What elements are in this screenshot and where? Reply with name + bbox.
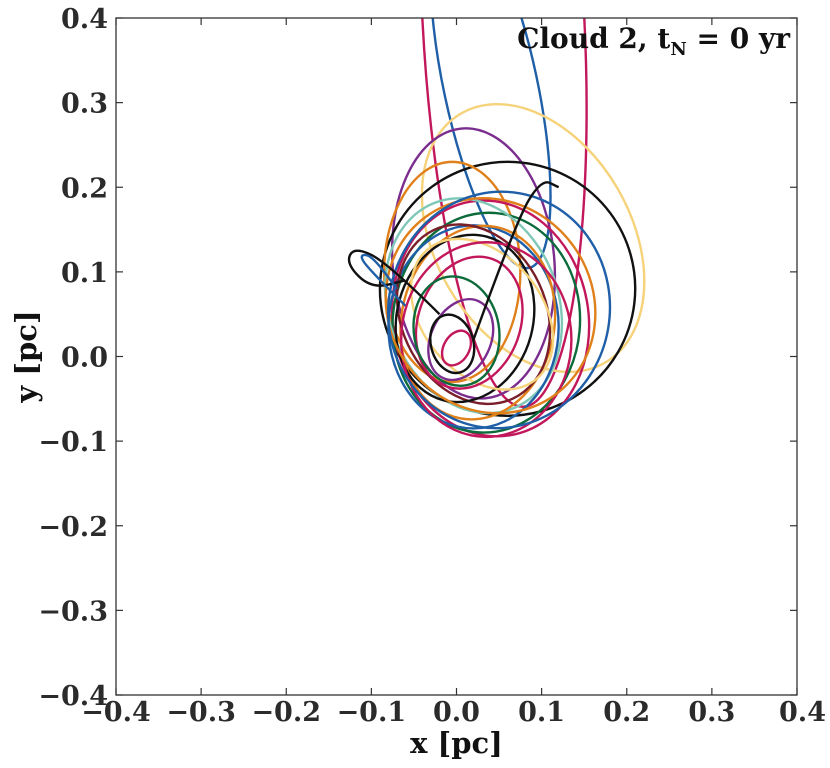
plot-title: Cloud 2, tN = 0 yr <box>517 22 791 60</box>
y-tick-label: 0.4 <box>61 4 108 35</box>
plot-title-suffix: = 0 yr <box>687 22 791 55</box>
x-tick-label: −0.1 <box>337 697 407 728</box>
orbit-series-21 <box>384 197 597 415</box>
y-tick-label: 0.1 <box>61 258 108 289</box>
orbit-series-8 <box>391 211 582 434</box>
plot-frame <box>115 17 798 696</box>
x-tick-label: 0.3 <box>688 697 735 728</box>
y-tick-label: −0.2 <box>38 512 108 543</box>
y-tick-label: 0.0 <box>61 343 108 374</box>
orbit-series-14 <box>409 237 555 391</box>
orbit-series-20 <box>399 241 573 439</box>
x-tick-labels: −0.4 −0.3 −0.2 −0.1 0.0 0.1 0.2 0.3 0.4 <box>81 697 826 728</box>
orbit-series-25 <box>472 181 560 340</box>
orbit-series-15 <box>414 255 524 390</box>
y-tick-label: −0.3 <box>38 596 108 627</box>
y-tick-label: 0.3 <box>61 89 108 120</box>
plot-title-text: Cloud 2, t <box>517 22 670 55</box>
orbit-series-23 <box>347 249 441 316</box>
orbit-series-9 <box>383 197 564 415</box>
x-tick-label: 0.0 <box>433 697 480 728</box>
x-tick-label: 0.2 <box>603 697 650 728</box>
orbit-series-12 <box>395 223 552 406</box>
orbit-series-group <box>347 18 646 439</box>
orbit-series-22 <box>386 190 612 430</box>
y-tick-label: −0.1 <box>38 427 108 458</box>
axis-ticks <box>115 17 798 696</box>
orbit-series-1 <box>418 18 588 408</box>
x-tick-label: −0.3 <box>166 697 236 728</box>
x-tick-label: 0.4 <box>779 697 826 728</box>
x-tick-label: 0.1 <box>518 697 565 728</box>
y-tick-labels: −0.4 −0.3 −0.2 −0.1 0.0 0.1 0.2 0.3 0.4 <box>38 4 108 712</box>
x-axis-title: x [pc] <box>410 726 503 760</box>
y-axis-title: y [pc] <box>9 310 43 403</box>
orbit-series-3 <box>420 102 646 374</box>
plot-title-subscript: N <box>670 39 686 60</box>
y-tick-label: −0.4 <box>38 681 108 712</box>
x-tick-label: −0.4 <box>81 697 151 728</box>
orbit-series-24 <box>360 253 407 307</box>
y-tick-label: 0.2 <box>61 173 108 204</box>
x-tick-label: −0.2 <box>251 697 321 728</box>
orbit-series-16 <box>412 275 501 387</box>
orbit-series-19 <box>440 329 473 367</box>
